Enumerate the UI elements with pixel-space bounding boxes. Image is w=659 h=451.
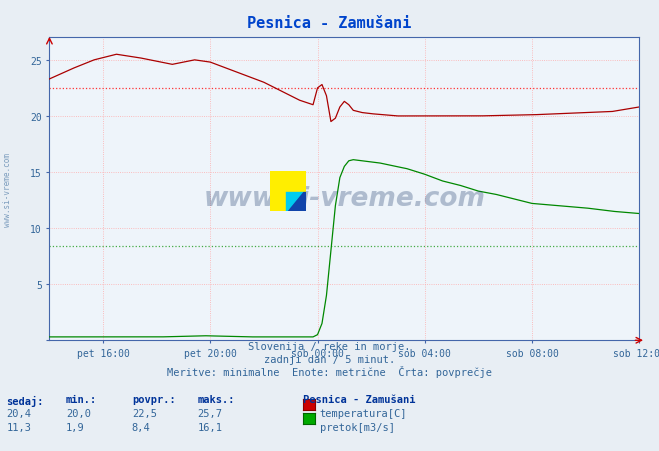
- Polygon shape: [270, 171, 306, 192]
- Text: Meritve: minimalne  Enote: metrične  Črta: povprečje: Meritve: minimalne Enote: metrične Črta:…: [167, 365, 492, 377]
- Polygon shape: [270, 171, 306, 212]
- Text: pretok[m3/s]: pretok[m3/s]: [320, 422, 395, 432]
- Polygon shape: [270, 171, 289, 192]
- Text: www.si-vreme.com: www.si-vreme.com: [204, 185, 485, 212]
- Text: min.:: min.:: [66, 395, 97, 405]
- Text: sedaj:: sedaj:: [7, 395, 44, 405]
- Text: Pesnica - Zamušani: Pesnica - Zamušani: [247, 16, 412, 31]
- Text: 8,4: 8,4: [132, 422, 150, 432]
- Text: povpr.:: povpr.:: [132, 395, 175, 405]
- Text: www.si-vreme.com: www.si-vreme.com: [3, 152, 13, 226]
- Text: temperatura[C]: temperatura[C]: [320, 408, 407, 418]
- Text: 22,5: 22,5: [132, 408, 157, 418]
- Text: zadnji dan / 5 minut.: zadnji dan / 5 minut.: [264, 354, 395, 364]
- Text: 25,7: 25,7: [198, 408, 223, 418]
- Text: Slovenija / reke in morje.: Slovenija / reke in morje.: [248, 341, 411, 351]
- Text: 11,3: 11,3: [7, 422, 32, 432]
- Text: maks.:: maks.:: [198, 395, 235, 405]
- Polygon shape: [287, 171, 306, 212]
- Polygon shape: [287, 171, 306, 212]
- Text: 20,0: 20,0: [66, 408, 91, 418]
- Text: 16,1: 16,1: [198, 422, 223, 432]
- Text: 20,4: 20,4: [7, 408, 32, 418]
- Text: Pesnica - Zamušani: Pesnica - Zamušani: [303, 395, 416, 405]
- Text: 1,9: 1,9: [66, 422, 84, 432]
